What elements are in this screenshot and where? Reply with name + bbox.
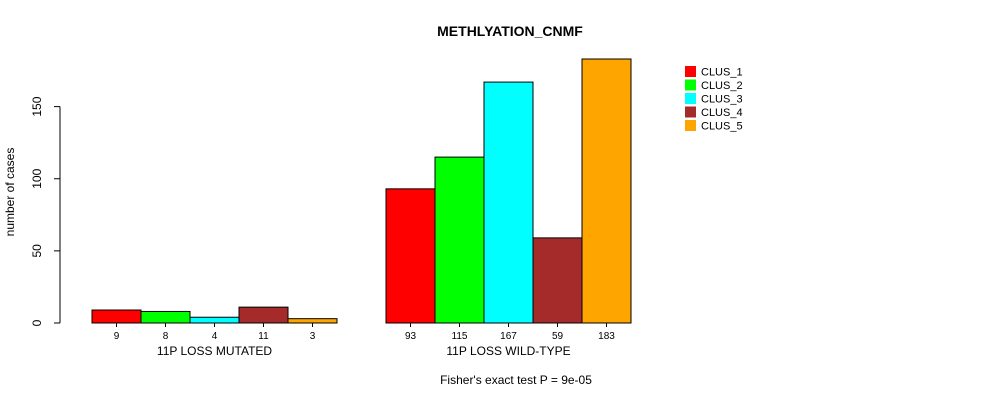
bar-value-label: 8 xyxy=(163,331,169,342)
legend-label: CLUS_2 xyxy=(701,80,743,92)
y-axis: 0 50 100 150 xyxy=(30,96,61,326)
legend-label: CLUS_4 xyxy=(701,107,743,119)
bar-clus-3-group-2 xyxy=(483,81,534,324)
bar-value-label: 11 xyxy=(258,331,269,342)
bars xyxy=(91,58,632,324)
legend-swatch xyxy=(685,106,696,118)
bar-clus-5-group-1 xyxy=(287,318,338,324)
bar-value-label: 9 xyxy=(114,331,120,342)
y-tick-label: 150 xyxy=(30,96,44,116)
chart-title: METHLYATION_CNMF xyxy=(437,23,583,39)
bar-clus-2-group-2 xyxy=(434,156,485,324)
bar-value-label: 183 xyxy=(598,331,615,342)
legend-label: CLUS_1 xyxy=(701,67,743,79)
y-tick-label: 100 xyxy=(30,168,44,188)
bar-value-label: 167 xyxy=(500,331,517,342)
bar-labels: 9 8 4 11 3 93 115 167 59 183 xyxy=(114,323,615,342)
group-label: 11P LOSS WILD-TYPE xyxy=(446,344,570,358)
bar-value-label: 4 xyxy=(212,331,218,342)
bar-clus-3-group-1 xyxy=(189,316,240,324)
legend-label: CLUS_5 xyxy=(701,121,743,133)
bar-value-label: 93 xyxy=(405,331,417,342)
bar-clus-4-group-1 xyxy=(238,306,289,324)
bar-clus-1-group-1 xyxy=(91,309,142,324)
y-tick-label: 50 xyxy=(30,244,44,258)
legend-swatch xyxy=(685,66,696,77)
group-label: 11P LOSS MUTATED xyxy=(157,344,272,358)
bar-clus-5-group-2 xyxy=(581,58,632,324)
footnote: Fisher's exact test P = 9e-05 xyxy=(440,373,592,387)
bar-clus-1-group-2 xyxy=(385,188,436,324)
y-tick-label: 0 xyxy=(30,319,44,326)
legend-swatch xyxy=(685,93,696,104)
group-labels: 11P LOSS MUTATED 11P LOSS WILD-TYPE xyxy=(157,344,571,358)
bar-clus-2-group-1 xyxy=(140,310,191,324)
bar-value-label: 59 xyxy=(552,331,564,342)
bar-clus-4-group-2 xyxy=(532,237,583,324)
legend-label: CLUS_3 xyxy=(701,94,743,106)
bar-value-label: 115 xyxy=(452,331,468,342)
y-axis-label: number of cases xyxy=(3,148,17,237)
bar-value-label: 3 xyxy=(310,331,316,342)
legend-swatch xyxy=(685,79,696,91)
legend-swatch xyxy=(685,120,696,131)
